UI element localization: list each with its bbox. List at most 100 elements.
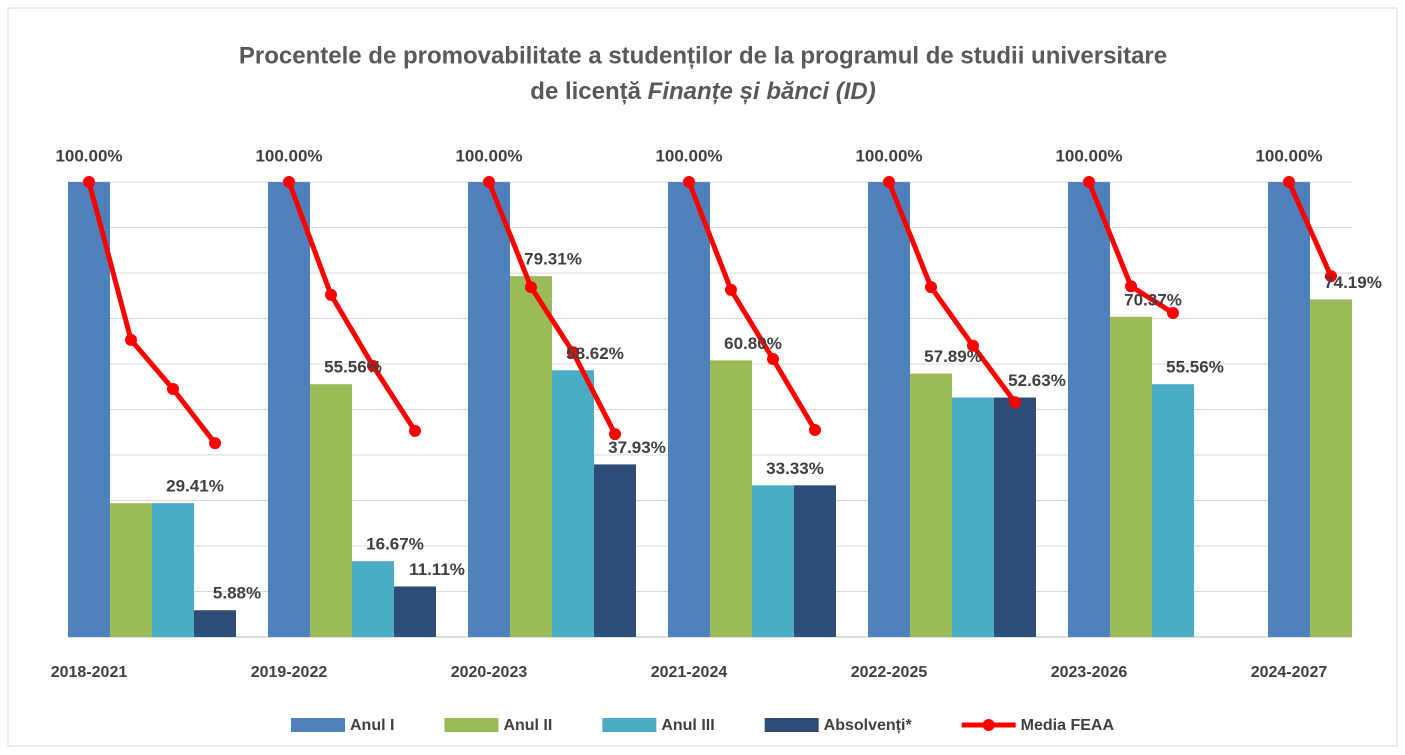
legend-swatch <box>291 718 345 732</box>
line-marker <box>1083 176 1095 188</box>
bar <box>994 397 1036 637</box>
line-marker <box>925 281 937 294</box>
bar <box>394 586 436 637</box>
line-series <box>1286 180 1334 278</box>
line-marker <box>967 339 979 352</box>
data-label: 100.00% <box>855 146 922 165</box>
legend-label: Anul III <box>661 717 714 734</box>
data-label: 33.33% <box>766 459 824 478</box>
line-series <box>686 181 818 432</box>
chart-title: de licență Finanțe și bănci (ID) <box>530 78 875 105</box>
bar <box>794 485 836 637</box>
line-marker <box>283 176 295 188</box>
line-marker <box>1167 307 1179 320</box>
data-label: 74.19% <box>1324 273 1382 292</box>
line-marker <box>683 176 695 188</box>
line-marker <box>409 424 421 437</box>
data-label: 16.67% <box>366 535 424 554</box>
bar <box>594 464 636 637</box>
data-label: 58.62% <box>566 344 624 363</box>
bar <box>1310 299 1352 637</box>
line-marker <box>167 383 179 396</box>
bar <box>1268 182 1310 637</box>
line-marker <box>483 176 495 188</box>
data-label: 100.00% <box>655 146 722 165</box>
bar <box>194 610 236 637</box>
x-tick-label: 2018-2021 <box>51 664 128 681</box>
data-label: 55.56% <box>324 358 382 377</box>
line-marker <box>367 359 379 372</box>
bar <box>1068 182 1110 637</box>
line-marker <box>125 333 137 346</box>
line-marker <box>725 283 737 296</box>
data-label: 52.63% <box>1008 371 1066 390</box>
legend-swatch <box>444 718 499 732</box>
line-marker <box>809 423 821 436</box>
legend-label: Anul II <box>503 717 552 734</box>
legend-label: Absolvenți* <box>824 717 913 734</box>
line-marker <box>883 176 895 188</box>
bar <box>1152 384 1194 637</box>
legend-label: Media FEAA <box>1021 717 1115 734</box>
data-label: 79.31% <box>524 250 582 269</box>
bar <box>1110 316 1152 637</box>
bar <box>910 373 952 637</box>
line-series <box>486 181 618 436</box>
data-label: 29.41% <box>166 477 224 496</box>
line-marker <box>325 288 337 301</box>
line-marker <box>525 281 537 294</box>
line-marker <box>1283 176 1295 188</box>
line-marker <box>567 346 579 359</box>
bar <box>310 384 352 637</box>
data-label: 100.00% <box>255 146 322 165</box>
bar <box>268 182 310 637</box>
line-marker <box>767 352 779 365</box>
data-label: 5.88% <box>213 584 261 603</box>
data-label: 100.00% <box>1255 146 1322 165</box>
data-label: 57.89% <box>924 347 982 366</box>
x-tick-label: 2020-2023 <box>451 664 528 681</box>
x-tick-label: 2021-2024 <box>651 664 728 681</box>
legend-label: Anul I <box>350 717 394 734</box>
data-label: 11.11% <box>409 560 465 579</box>
legend-swatch <box>764 718 819 732</box>
bar <box>510 276 552 637</box>
bar <box>710 360 752 637</box>
data-label: 100.00% <box>1055 146 1122 165</box>
line-marker <box>83 176 95 188</box>
legend-swatch <box>602 718 657 732</box>
title-part: de licență <box>530 78 641 105</box>
bar <box>468 182 510 637</box>
x-tick-label: 2023-2026 <box>1051 664 1128 681</box>
legend-swatch <box>982 719 995 731</box>
bar <box>110 503 152 637</box>
line-series <box>86 181 217 445</box>
data-label: 100.00% <box>455 146 522 165</box>
line-series <box>886 181 1018 404</box>
data-label: 60.80% <box>724 334 782 353</box>
bar <box>952 397 994 637</box>
data-label: 70.37% <box>1124 290 1182 309</box>
chart-title: Procentele de promovabilitate a studenți… <box>239 42 1167 69</box>
data-label: 55.56% <box>1166 358 1224 377</box>
bar <box>68 182 110 637</box>
x-tick-label: 2019-2022 <box>251 664 328 681</box>
bar <box>868 182 910 637</box>
bar <box>152 503 194 637</box>
bar <box>552 370 594 637</box>
line-marker <box>1325 270 1337 283</box>
x-tick-label: 2024-2027 <box>1251 664 1328 681</box>
line-marker <box>1125 280 1137 293</box>
bar <box>352 561 394 637</box>
line-marker <box>209 437 221 450</box>
bar <box>668 182 710 637</box>
data-label: 37.93% <box>608 438 666 457</box>
line-marker <box>1009 396 1021 409</box>
line-series <box>286 181 418 433</box>
line-marker <box>609 428 621 441</box>
x-tick-label: 2022-2025 <box>851 664 928 681</box>
title-part: Finanțe și bănci (ID) <box>648 78 876 105</box>
bar <box>752 485 794 637</box>
data-label: 100.00% <box>55 146 122 165</box>
